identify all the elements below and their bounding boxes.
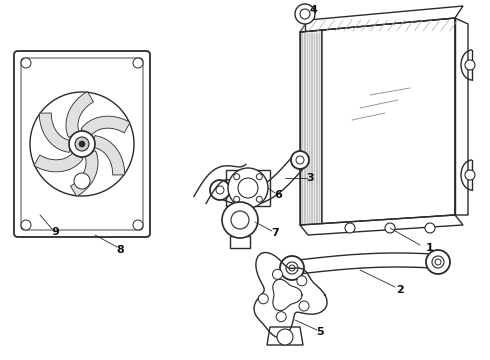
Polygon shape [300, 215, 463, 235]
Circle shape [75, 137, 89, 151]
Circle shape [216, 186, 224, 194]
Polygon shape [300, 6, 463, 32]
Polygon shape [267, 327, 303, 345]
Circle shape [465, 170, 475, 180]
Circle shape [222, 202, 258, 238]
Polygon shape [71, 150, 98, 197]
Circle shape [432, 256, 444, 268]
Text: 9: 9 [51, 227, 59, 237]
Text: 4: 4 [309, 5, 317, 15]
Circle shape [256, 196, 262, 202]
Polygon shape [34, 152, 83, 172]
Circle shape [296, 156, 304, 164]
Circle shape [435, 259, 441, 265]
Circle shape [300, 9, 310, 19]
Circle shape [345, 223, 355, 233]
Polygon shape [455, 18, 468, 215]
Circle shape [272, 269, 282, 279]
Circle shape [299, 301, 309, 311]
Circle shape [228, 168, 268, 208]
Circle shape [280, 256, 304, 280]
Circle shape [258, 294, 269, 304]
Text: 3: 3 [306, 173, 314, 183]
Circle shape [238, 178, 258, 198]
Circle shape [21, 58, 31, 68]
Circle shape [256, 174, 262, 180]
Circle shape [74, 173, 90, 189]
Circle shape [210, 180, 230, 200]
Circle shape [277, 329, 293, 345]
Circle shape [276, 312, 286, 322]
Circle shape [291, 151, 309, 169]
Circle shape [234, 196, 240, 202]
FancyBboxPatch shape [14, 51, 150, 237]
Circle shape [425, 223, 435, 233]
Polygon shape [226, 170, 270, 206]
Polygon shape [300, 30, 322, 225]
Circle shape [231, 211, 249, 229]
Circle shape [385, 223, 395, 233]
Text: 6: 6 [274, 190, 282, 200]
Circle shape [21, 220, 31, 230]
Text: 1: 1 [426, 243, 434, 253]
Polygon shape [230, 236, 250, 248]
Text: 7: 7 [271, 228, 279, 238]
Circle shape [426, 250, 450, 274]
Text: 8: 8 [116, 245, 124, 255]
Circle shape [295, 4, 315, 24]
Circle shape [79, 141, 85, 147]
Polygon shape [39, 113, 71, 152]
Text: 5: 5 [316, 327, 324, 337]
Text: 2: 2 [396, 285, 404, 295]
Circle shape [133, 58, 143, 68]
Polygon shape [93, 136, 125, 175]
Circle shape [465, 60, 475, 70]
Polygon shape [322, 18, 455, 225]
Circle shape [234, 174, 240, 180]
Circle shape [297, 276, 307, 286]
Circle shape [289, 265, 295, 271]
Circle shape [69, 131, 95, 157]
Polygon shape [66, 91, 94, 138]
Circle shape [286, 262, 298, 274]
Circle shape [133, 220, 143, 230]
Circle shape [30, 92, 134, 196]
Polygon shape [81, 116, 130, 136]
